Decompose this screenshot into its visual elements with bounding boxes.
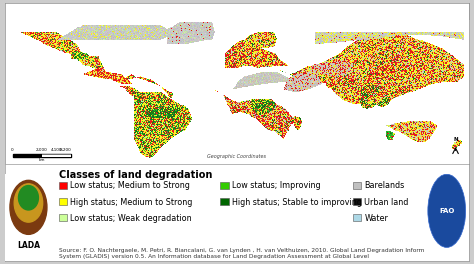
Text: Water: Water — [365, 214, 388, 223]
Bar — [220, 198, 229, 205]
Text: High status; Medium to Strong: High status; Medium to Strong — [71, 197, 193, 206]
Bar — [13, 154, 72, 157]
Bar — [220, 182, 229, 189]
Text: Geographic Coordinates: Geographic Coordinates — [208, 154, 266, 159]
Bar — [13, 154, 72, 157]
Text: Classes of land degradation: Classes of land degradation — [59, 170, 212, 180]
Text: Urban land: Urban land — [365, 197, 409, 206]
Text: Low status; Weak degradation: Low status; Weak degradation — [71, 214, 192, 223]
Text: 4,100: 4,100 — [51, 148, 63, 152]
Ellipse shape — [18, 186, 38, 210]
Circle shape — [428, 174, 465, 247]
Text: FAO: FAO — [439, 208, 455, 214]
Bar — [59, 198, 67, 205]
Text: Low status; Medium to Strong: Low status; Medium to Strong — [71, 181, 190, 190]
Bar — [59, 182, 67, 189]
Bar — [353, 198, 362, 205]
Text: N: N — [453, 137, 458, 142]
Text: Barelands: Barelands — [365, 181, 405, 190]
Bar — [59, 214, 67, 221]
Ellipse shape — [10, 180, 47, 234]
Text: 8,200: 8,200 — [60, 148, 72, 152]
Ellipse shape — [14, 184, 43, 222]
Text: Low status; Improving: Low status; Improving — [232, 181, 321, 190]
Text: Source: F. O. Nachtergaele, M. Petri, R. Biancalani, G. van Lynden , H. van Velt: Source: F. O. Nachtergaele, M. Petri, R.… — [59, 248, 439, 259]
Bar — [42, 154, 72, 157]
Text: 0: 0 — [10, 148, 13, 152]
Text: 2,000: 2,000 — [36, 148, 48, 152]
Text: High status; Stable to improving: High status; Stable to improving — [232, 197, 362, 206]
Bar — [353, 214, 362, 221]
Text: km: km — [39, 158, 45, 162]
Text: LADA: LADA — [17, 241, 40, 250]
Bar — [353, 182, 362, 189]
